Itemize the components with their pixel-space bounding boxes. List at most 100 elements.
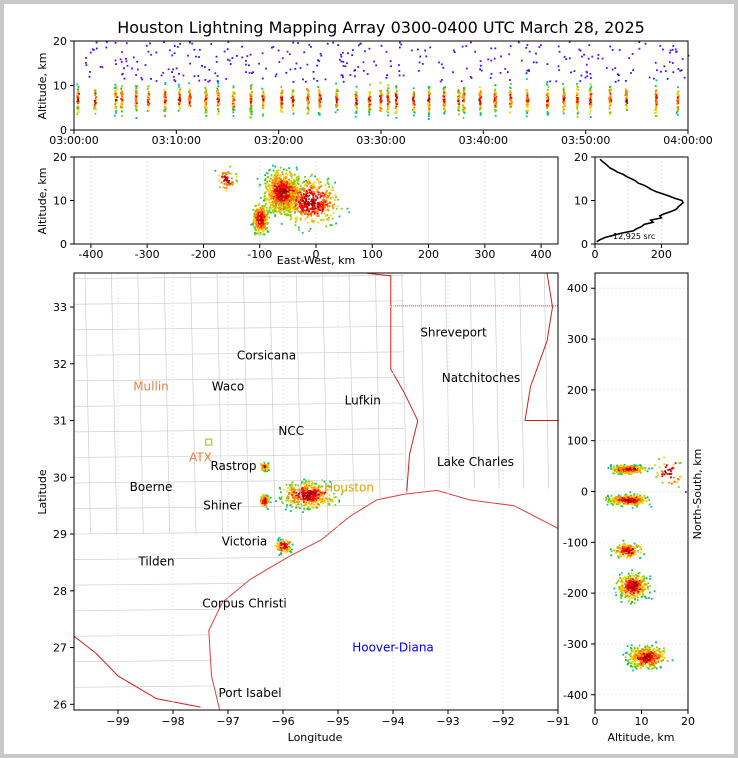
source-point <box>77 105 79 107</box>
source-point <box>249 53 252 56</box>
source-point <box>326 218 328 221</box>
source-point <box>342 76 344 78</box>
source-point <box>355 91 358 93</box>
source-point <box>314 212 316 215</box>
source-point <box>174 80 177 83</box>
source-point <box>306 98 309 101</box>
source-point <box>347 52 349 55</box>
source-point <box>319 209 321 211</box>
source-point <box>320 212 323 215</box>
source-point <box>294 221 297 224</box>
source-point <box>465 67 468 70</box>
source-point <box>261 205 264 207</box>
source-point <box>653 77 655 80</box>
source-point <box>297 199 299 202</box>
source-point <box>589 87 592 90</box>
source-point <box>443 104 446 107</box>
source-point <box>359 42 362 45</box>
source-point <box>262 99 265 102</box>
source-point <box>126 64 129 67</box>
source-point <box>221 173 224 176</box>
source-point <box>329 224 332 226</box>
source-point <box>299 200 302 203</box>
source-point <box>281 91 284 93</box>
source-point <box>266 223 269 226</box>
source-point <box>278 209 280 211</box>
source-point <box>588 44 591 46</box>
source-point <box>380 90 382 92</box>
source-point <box>379 101 382 103</box>
source-point <box>314 186 317 189</box>
source-point <box>355 110 358 113</box>
source-point <box>310 185 313 187</box>
source-point <box>155 80 158 82</box>
source-point <box>257 225 260 228</box>
source-point <box>217 110 220 113</box>
source-point <box>297 210 300 213</box>
source-point <box>280 86 283 88</box>
source-point <box>410 49 413 52</box>
source-point <box>258 208 261 211</box>
source-point <box>309 508 312 510</box>
source-point <box>310 501 313 504</box>
source-point <box>319 101 322 103</box>
source-point <box>576 98 579 100</box>
source-point <box>76 107 79 110</box>
source-point <box>262 229 265 232</box>
source-point <box>589 101 592 104</box>
source-point <box>217 95 220 98</box>
source-point <box>266 198 269 200</box>
source-point <box>261 494 264 497</box>
source-point <box>387 91 390 94</box>
source-point <box>313 507 315 509</box>
source-point <box>262 501 265 504</box>
source-point <box>228 179 230 182</box>
source-point <box>216 75 219 77</box>
source-point <box>281 500 283 503</box>
source-point <box>611 49 614 51</box>
source-point <box>277 187 279 190</box>
source-point <box>266 176 269 178</box>
source-point <box>453 51 456 53</box>
source-point <box>319 201 321 203</box>
source-point <box>288 493 290 495</box>
source-point <box>313 211 316 214</box>
source-point <box>275 500 277 502</box>
source-point <box>324 200 327 203</box>
source-point <box>270 204 272 206</box>
source-point <box>335 207 338 210</box>
source-point <box>114 59 117 62</box>
source-point <box>609 98 612 101</box>
source-point <box>290 196 293 199</box>
source-point <box>265 209 268 212</box>
source-point <box>249 112 252 114</box>
source-point <box>284 213 286 216</box>
source-point <box>287 550 290 552</box>
source-point <box>249 98 251 101</box>
source-point <box>286 540 289 543</box>
source-point <box>317 203 320 206</box>
source-point <box>257 214 260 217</box>
source-point <box>205 106 208 109</box>
source-point <box>288 194 291 197</box>
source-point <box>148 109 150 112</box>
source-point <box>204 101 207 104</box>
source-point <box>260 213 262 216</box>
source-point <box>266 470 268 472</box>
source-point <box>266 181 269 184</box>
source-point <box>463 107 466 110</box>
source-point <box>313 488 316 491</box>
source-point <box>610 88 612 91</box>
source-point <box>299 67 302 69</box>
source-point <box>563 106 565 109</box>
source-point <box>312 220 315 222</box>
source-point <box>284 201 287 203</box>
source-point <box>147 97 150 100</box>
source-point <box>253 222 256 225</box>
source-point <box>88 75 91 78</box>
source-point <box>286 498 288 501</box>
source-point <box>297 179 300 182</box>
source-point <box>309 498 311 501</box>
source-point <box>328 504 331 506</box>
source-point <box>231 183 234 186</box>
